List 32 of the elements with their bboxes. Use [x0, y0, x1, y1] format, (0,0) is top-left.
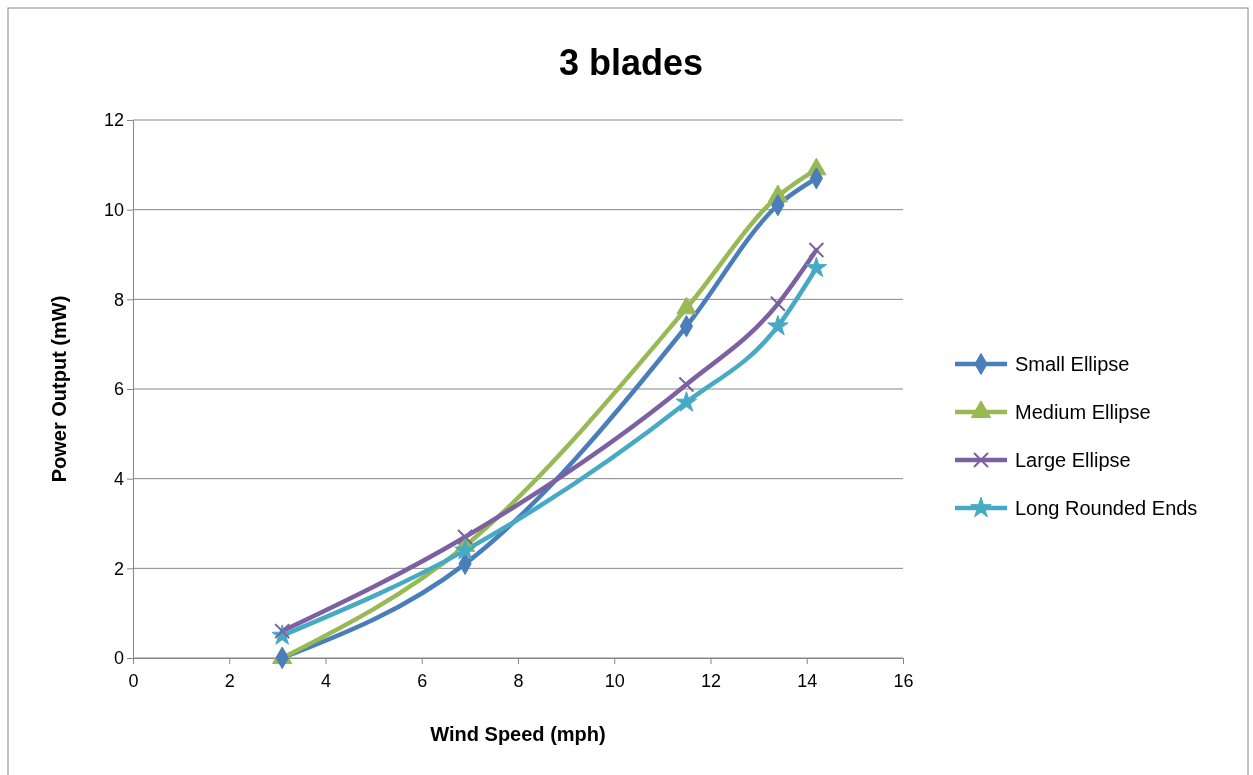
legend-label: Large Ellipse — [1015, 449, 1131, 471]
y-axis-title: Power Output (mW) — [48, 295, 70, 483]
x-tick-label: 8 — [513, 670, 524, 691]
y-tick-label: 0 — [113, 648, 124, 669]
x-tick-label: 2 — [224, 670, 235, 691]
x-tick-label: 10 — [604, 670, 625, 691]
legend-label: Medium Ellipse — [1015, 401, 1151, 423]
point — [678, 376, 695, 393]
point — [769, 295, 786, 312]
x-axis-title: Wind Speed (mph) — [430, 723, 606, 745]
y-tick-label: 12 — [103, 110, 124, 131]
x-tick-label: 12 — [700, 670, 722, 691]
point — [675, 391, 698, 412]
point — [454, 539, 476, 560]
point — [805, 256, 828, 278]
y-tick-label: 4 — [113, 468, 124, 489]
x-tick-label: 0 — [128, 670, 139, 691]
x-tick-label: 6 — [417, 670, 428, 691]
y-tick-label: 10 — [103, 199, 124, 220]
y-tick-label: 8 — [113, 289, 124, 310]
legend-label: Small Ellipse — [1015, 353, 1130, 375]
chart-title: 3 blades — [558, 42, 704, 83]
x-tick-label: 16 — [893, 670, 914, 691]
x-tick-label: 4 — [320, 670, 332, 691]
point — [808, 242, 825, 259]
point — [274, 623, 291, 640]
point — [457, 528, 474, 545]
point — [767, 314, 789, 336]
y-tick-label: 2 — [113, 558, 124, 579]
legend-label: Long Rounded Ends — [1015, 497, 1198, 519]
y-tick-label: 6 — [113, 379, 124, 400]
x-tick-label: 14 — [797, 670, 818, 691]
